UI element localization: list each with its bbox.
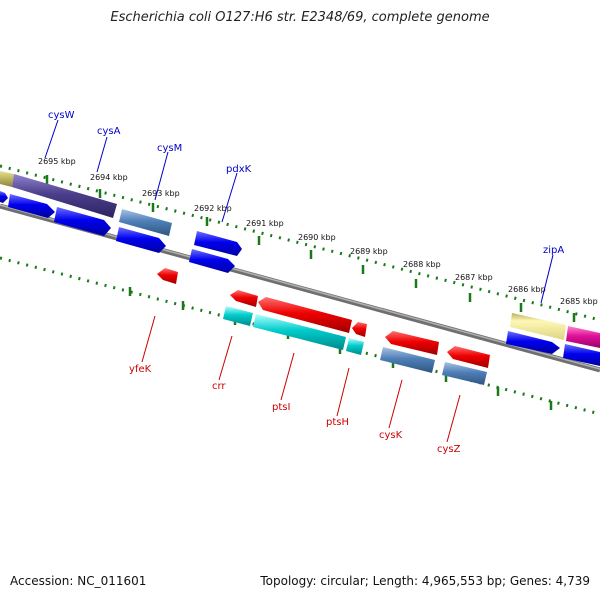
gene-label-forward[interactable]: cysW [48,110,75,121]
kbp-label: 2692 kbp [194,204,232,213]
cds-forward[interactable] [189,249,235,273]
kbp-labels: 2695 kbp 2694 kbp 2693 kbp 2692 kbp 2691… [38,157,598,306]
reverse-gene-labels: yfeK crr ptsI ptsH cysK cysZ [129,364,461,455]
cds-reverse[interactable] [258,297,352,333]
cds-reverse[interactable] [157,268,178,284]
cds-reverse[interactable] [352,322,367,337]
cds-forward[interactable] [0,191,8,203]
kbp-label: 2691 kbp [246,219,284,228]
cds-forward[interactable] [54,207,111,236]
feature-lane-outer [0,171,600,348]
cds-forward[interactable] [116,227,166,253]
forward-gene-labels: cysW cysA cysM pdxK zipA [48,110,564,256]
cds-forward[interactable] [506,331,560,354]
cds-forward-lane [0,191,600,366]
outer-tick-ring [0,164,600,322]
feature-cyan[interactable] [223,306,253,326]
kbp-label: 2693 kbp [142,189,180,198]
gene-label-forward[interactable]: cysA [97,126,121,137]
gene-label-reverse[interactable]: crr [212,381,226,392]
gene-label-forward[interactable]: zipA [543,245,564,256]
cds-reverse-lane [157,268,490,368]
feature-olive[interactable] [0,171,14,187]
map-title: Escherichia coli O127:H6 str. E2348/69, … [110,10,490,25]
cds-forward[interactable] [563,344,600,366]
feature-magenta[interactable] [566,326,600,348]
cds-reverse[interactable] [447,346,490,368]
feature-khaki[interactable] [510,313,566,340]
accession-label: Accession: NC_011601 [10,574,147,588]
gene-label-forward[interactable]: pdxK [226,164,252,175]
feature-cyan[interactable] [346,338,364,355]
feature-cyan[interactable] [253,314,346,350]
genome-summary: Topology: circular; Length: 4,965,553 bp… [260,574,590,588]
gene-label-forward[interactable]: cysM [157,143,182,154]
cds-forward[interactable] [194,231,242,256]
cds-reverse[interactable] [230,290,258,307]
gene-label-reverse[interactable]: cysK [379,430,403,441]
feature-steelblue[interactable] [380,347,435,373]
feature-steelblue[interactable] [442,362,487,385]
kbp-label: 2695 kbp [38,157,76,166]
gene-label-reverse[interactable]: yfeK [129,364,152,375]
cds-reverse[interactable] [385,331,439,355]
gene-label-reverse[interactable]: ptsI [272,402,290,413]
kbp-label: 2689 kbp [350,247,388,256]
gene-label-reverse[interactable]: cysZ [437,444,461,455]
reverse-gene-leaders [141,315,461,443]
kbp-label: 2690 kbp [298,233,336,242]
kbp-label: 2687 kbp [455,273,493,282]
kbp-label: 2694 kbp [90,173,128,182]
kbp-label: 2685 kbp [560,297,598,306]
gene-label-reverse[interactable]: ptsH [326,417,349,428]
cds-forward[interactable] [8,194,55,218]
kbp-major-ticks [45,175,576,410]
feature-steelblue[interactable] [119,209,172,236]
kbp-label: 2688 kbp [403,260,441,269]
forward-gene-leaders [44,119,554,304]
feature-lane-inner [223,306,487,385]
feature-purple[interactable] [12,174,117,218]
kbp-label: 2686 kbp [508,285,546,294]
